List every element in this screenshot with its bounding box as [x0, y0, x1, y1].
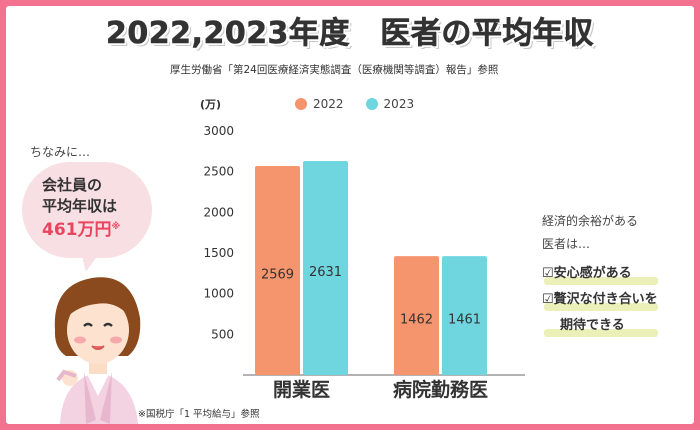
checklist-text-2: ☑贅沢な付き合いを	[542, 292, 658, 307]
legend-item-2022: 2022	[295, 97, 344, 111]
checklist-item-1: ☑安心感がある	[542, 262, 658, 288]
y-tick-label: 1000	[203, 287, 234, 301]
bubble-amount: 461万円	[42, 220, 112, 240]
legend-label-2022: 2022	[313, 97, 344, 111]
highlight-marker	[544, 329, 658, 337]
speech-bubble: 会社員の 平均年収は 461万円※	[22, 162, 152, 258]
chart-legend: 2022 2023	[295, 97, 414, 111]
bar-value-label: 1461	[448, 313, 481, 328]
source-note: 厚生労働省「第24回医療経済実態調査（医療機関等調査）報告」参照	[170, 64, 499, 76]
y-unit-label: (万)	[200, 98, 222, 111]
bar-value-label: 1462	[400, 313, 433, 328]
highlight-marker	[544, 277, 658, 285]
bar-2022-1	[394, 256, 439, 375]
bar-2023-0	[303, 161, 348, 375]
legend-label-2023: 2023	[383, 97, 415, 111]
highlight-marker	[544, 303, 658, 311]
benefit-checklist: ☑安心感がある ☑贅沢な付き合いを 期待できる	[542, 262, 658, 340]
y-tick-label: 3000	[203, 124, 234, 138]
x-category-label: 病院勤務医	[393, 378, 488, 401]
bubble-line-2: 平均年収は	[42, 197, 118, 215]
bar-2022-0	[255, 166, 300, 375]
side-note: 経済的余裕がある 医者は…	[542, 210, 638, 256]
bubble-note-mark: ※	[111, 222, 121, 232]
legend-item-2023: 2023	[365, 97, 415, 111]
x-category-label: 開業医	[273, 378, 330, 401]
side-note-line-1: 経済的余裕がある	[542, 214, 639, 228]
aside-intro: ちなみに…	[30, 145, 91, 159]
legend-swatch-2023	[365, 98, 378, 110]
checklist-text-1: ☑安心感がある	[542, 266, 632, 281]
checklist-item-2: ☑贅沢な付き合いを	[542, 288, 658, 314]
bar-2023-1	[442, 256, 487, 375]
page-title: 2022,2023年度 医者の平均年収	[106, 16, 594, 52]
bar-value-label: 2569	[261, 268, 294, 283]
footnote: ※国税庁「1 平均給与」参照	[138, 409, 260, 420]
y-tick-label: 2000	[203, 205, 234, 219]
side-note-line-2: 医者は…	[542, 237, 591, 251]
y-tick-label: 500	[211, 327, 234, 341]
checklist-text-3: 期待できる	[560, 318, 625, 333]
checklist-item-3: 期待できる	[542, 314, 658, 340]
y-tick-label: 2500	[203, 165, 234, 179]
bubble-line-1: 会社員の	[42, 176, 103, 194]
legend-swatch-2022	[295, 98, 307, 110]
bar-value-label: 2631	[309, 265, 342, 280]
y-tick-label: 1500	[203, 246, 234, 260]
